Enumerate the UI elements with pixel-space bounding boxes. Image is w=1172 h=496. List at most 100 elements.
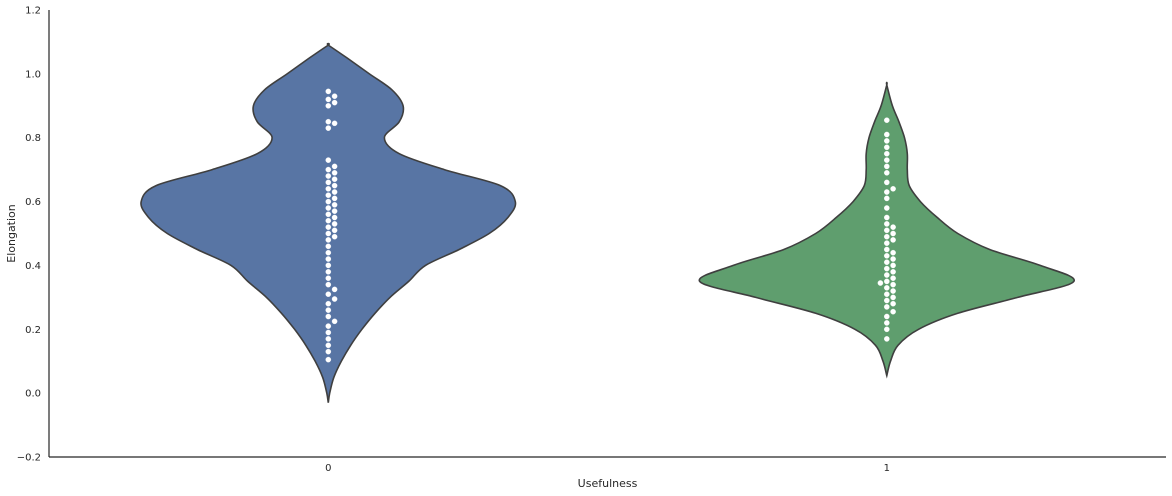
data-point bbox=[884, 278, 890, 285]
data-point bbox=[890, 300, 896, 307]
data-point bbox=[884, 336, 890, 342]
data-point bbox=[325, 224, 332, 230]
data-point bbox=[325, 96, 332, 103]
data-point bbox=[884, 157, 890, 163]
data-point bbox=[884, 313, 890, 320]
y-tick-label: 0.8 bbox=[25, 133, 41, 144]
data-point bbox=[890, 288, 896, 294]
data-point bbox=[325, 157, 332, 163]
data-point bbox=[331, 318, 338, 325]
data-point bbox=[331, 170, 338, 176]
data-point bbox=[884, 233, 890, 240]
data-point bbox=[331, 296, 338, 302]
data-point bbox=[325, 313, 332, 320]
data-point bbox=[331, 214, 338, 221]
data-point bbox=[884, 240, 890, 246]
data-point bbox=[325, 166, 332, 173]
data-point bbox=[325, 256, 332, 262]
data-point bbox=[325, 103, 332, 109]
data-point bbox=[325, 192, 332, 198]
data-point bbox=[884, 214, 890, 221]
data-point bbox=[331, 120, 338, 127]
data-point bbox=[884, 205, 890, 211]
data-point bbox=[331, 99, 338, 106]
data-point bbox=[325, 243, 332, 250]
data-point bbox=[890, 237, 896, 243]
data-point bbox=[325, 125, 332, 131]
data-point bbox=[325, 275, 332, 281]
data-point bbox=[890, 186, 896, 192]
violin-layer bbox=[140, 42, 1075, 403]
data-point bbox=[884, 297, 890, 304]
data-point bbox=[331, 221, 338, 227]
data-point bbox=[890, 275, 896, 281]
data-point bbox=[331, 93, 338, 99]
data-point bbox=[325, 230, 332, 237]
data-point bbox=[325, 205, 332, 211]
data-point bbox=[890, 281, 896, 288]
data-point bbox=[331, 176, 338, 182]
data-point bbox=[325, 237, 332, 243]
x-axis-label: Usefulness bbox=[578, 477, 638, 490]
data-point bbox=[884, 326, 890, 333]
data-point bbox=[884, 285, 890, 291]
y-tick-label: 1.0 bbox=[25, 69, 41, 80]
data-point bbox=[325, 323, 332, 329]
data-point bbox=[325, 262, 332, 269]
data-point bbox=[331, 202, 338, 208]
data-point bbox=[884, 304, 890, 310]
data-point bbox=[331, 208, 338, 214]
data-point bbox=[890, 269, 896, 275]
data-point bbox=[331, 227, 338, 234]
point-layer bbox=[325, 88, 896, 363]
y-tick-label: 0.0 bbox=[25, 389, 41, 400]
data-point bbox=[325, 249, 332, 256]
data-point bbox=[325, 342, 332, 349]
data-point bbox=[325, 198, 332, 205]
data-point bbox=[890, 230, 896, 237]
data-point bbox=[890, 262, 896, 269]
data-point bbox=[890, 224, 896, 230]
y-tick-label: −0.2 bbox=[17, 453, 41, 464]
data-point bbox=[890, 294, 896, 301]
data-point bbox=[325, 269, 332, 275]
data-point bbox=[325, 88, 332, 95]
data-point bbox=[884, 246, 890, 253]
data-point bbox=[884, 265, 890, 272]
data-point bbox=[884, 117, 890, 123]
data-point bbox=[884, 227, 890, 234]
data-point bbox=[325, 186, 332, 192]
y-axis-ticks: −0.2 0.0 0.2 0.4 0.6 0.8 1.0 1.2 bbox=[17, 6, 41, 464]
y-tick-label: 0.4 bbox=[25, 261, 41, 272]
data-point bbox=[331, 195, 338, 202]
data-point bbox=[325, 307, 332, 313]
data-point bbox=[325, 291, 332, 297]
data-point bbox=[331, 182, 338, 189]
data-point bbox=[325, 211, 332, 218]
data-point bbox=[884, 138, 890, 144]
data-point bbox=[884, 170, 890, 176]
data-point bbox=[325, 281, 332, 288]
data-point bbox=[331, 286, 338, 293]
data-point bbox=[884, 163, 890, 170]
data-point bbox=[890, 249, 896, 256]
data-point bbox=[325, 329, 332, 336]
data-point bbox=[331, 189, 338, 195]
data-point bbox=[325, 118, 332, 125]
y-tick-label: 0.6 bbox=[25, 197, 41, 208]
data-point bbox=[884, 291, 890, 297]
y-tick-label: 1.2 bbox=[25, 6, 41, 17]
data-point bbox=[877, 280, 884, 286]
data-point bbox=[884, 189, 890, 195]
data-point bbox=[325, 348, 332, 355]
y-axis-label: Elongation bbox=[5, 204, 18, 263]
data-point bbox=[325, 336, 332, 342]
data-point bbox=[890, 256, 896, 262]
data-point bbox=[884, 253, 890, 259]
data-point bbox=[325, 179, 332, 186]
data-point bbox=[325, 356, 332, 363]
y-tick-label: 0.2 bbox=[25, 325, 41, 336]
data-point bbox=[884, 150, 890, 157]
